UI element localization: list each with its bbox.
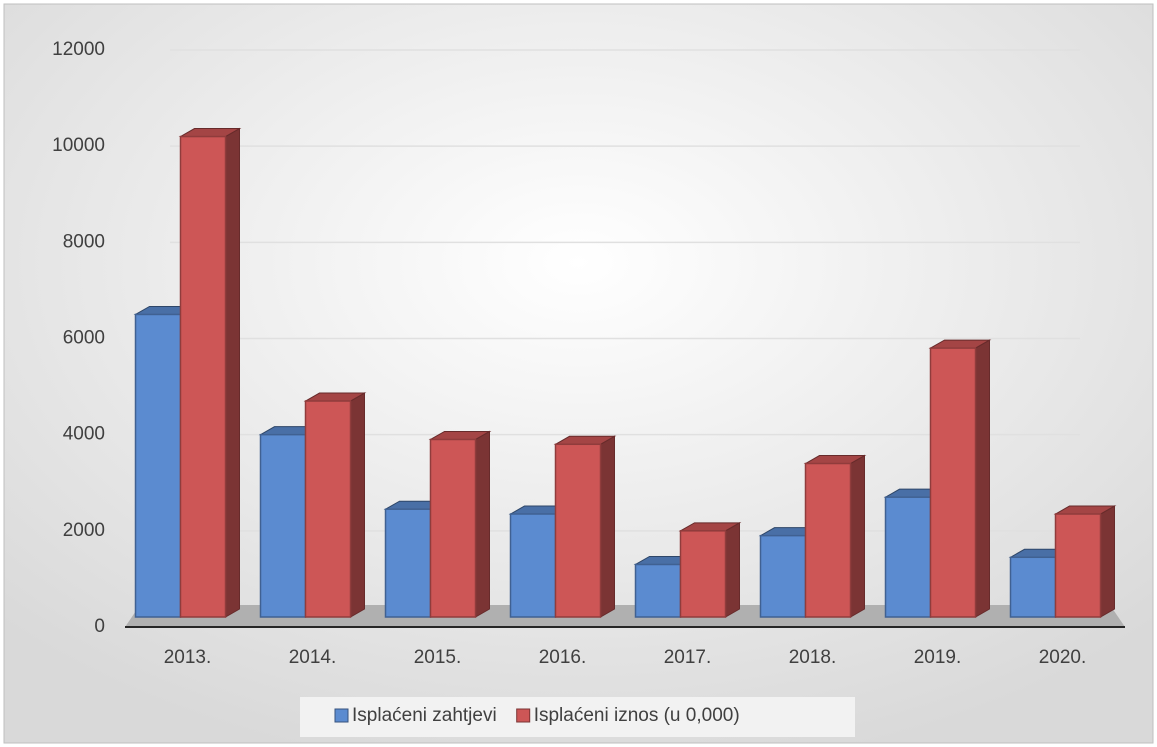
bar: [554, 443, 602, 618]
legend-label: Isplaćeni iznos (u 0,000): [534, 705, 740, 726]
bar-side: [1100, 505, 1115, 618]
legend-swatch: [334, 708, 349, 723]
x-tick-label: 2013.: [164, 647, 212, 668]
y-tick-label: 12000: [52, 39, 105, 60]
bar-side: [600, 435, 615, 618]
bar: [1054, 513, 1102, 618]
bar: [384, 508, 432, 618]
bar-side: [725, 521, 740, 618]
y-tick-label: 8000: [63, 231, 105, 252]
x-tick-label: 2016.: [539, 647, 587, 668]
bar: [179, 135, 227, 618]
bar: [929, 347, 977, 618]
x-tick-label: 2019.: [914, 647, 962, 668]
bar: [429, 438, 477, 618]
bar: [804, 462, 852, 618]
x-tick-label: 2020.: [1039, 647, 1087, 668]
x-tick-label: 2017.: [664, 647, 712, 668]
legend-box: [300, 697, 855, 737]
y-tick-label: 4000: [63, 424, 105, 445]
y-tick-label: 0: [94, 616, 105, 637]
x-tick-label: 2015.: [414, 647, 462, 668]
bar-side: [475, 430, 490, 618]
legend-swatch: [516, 708, 531, 723]
bar: [759, 534, 807, 618]
bar: [304, 400, 352, 618]
bar: [884, 496, 932, 618]
y-tick-label: 6000: [63, 328, 105, 349]
bar: [679, 530, 727, 618]
bar-side: [225, 127, 240, 618]
bar-side: [350, 392, 365, 618]
bar: [134, 313, 182, 618]
bar: [259, 433, 307, 618]
bar-side: [850, 454, 865, 618]
y-tick-label: 10000: [52, 135, 105, 156]
x-tick-label: 2014.: [289, 647, 337, 668]
bar: [634, 563, 682, 618]
bar: [509, 513, 557, 618]
x-tick-label: 2018.: [789, 647, 837, 668]
bar: [1009, 556, 1057, 618]
y-tick-label: 2000: [63, 520, 105, 541]
floor: [125, 605, 1125, 627]
bar-side: [975, 339, 990, 618]
legend-label: Isplaćeni zahtjevi: [352, 705, 497, 726]
